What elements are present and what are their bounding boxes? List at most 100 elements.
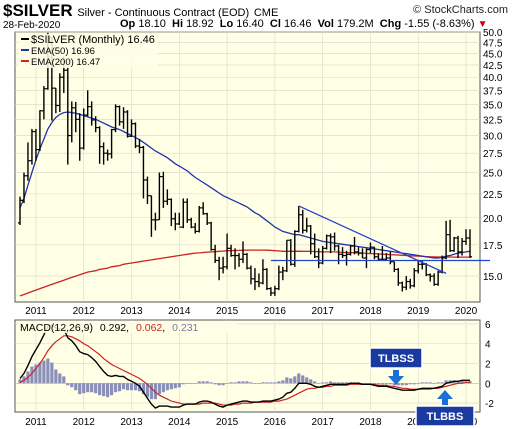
histogram-bar [58,373,62,384]
price-y-tick-label: 40.0 [483,73,503,84]
tlbbs-arrow-icon [437,390,453,405]
price-y-tick-label: 27.5 [483,149,503,160]
tlbss-label: TLBSS [378,353,414,365]
histogram-bar [360,383,365,384]
price-y-tick-label: 37.5 [483,86,503,97]
histogram-bar [237,381,241,384]
histogram-bar [293,376,297,384]
price-y-tick-label: 20.0 [483,214,503,225]
histogram-bar [161,383,165,393]
histogram-bar [141,383,146,395]
volume-value: 179.2M [336,18,374,30]
macd-line [19,324,470,409]
histogram-bar [233,382,237,384]
macd-x-tick-label: 2015 [216,417,239,428]
histogram-bar [249,382,253,384]
price-y-tick-label: 17.5 [483,241,503,252]
histogram-bar [177,383,181,388]
ema200-path [19,249,470,297]
histogram-bar [189,383,193,384]
symbol-title: $SILVER Silver - Continuous Contract (EO… [3,1,278,21]
histogram-bar [225,383,229,384]
histogram-bar [396,383,400,386]
histogram-bar [344,382,349,384]
histogram-bar [420,382,424,384]
histogram-bar [257,383,261,384]
histogram-bar [106,383,110,398]
price-y-tick-label: 30.0 [483,132,503,143]
price-x-tick-label: 2013 [120,306,143,317]
histogram-bar [66,383,70,386]
price-x-tick-label: 2016 [264,306,287,317]
macd-y-tick-label: 0 [485,379,491,390]
symbol: $SILVER [3,1,73,20]
histogram-bar [285,377,289,384]
macd-y-tick-label: -2 [485,399,494,410]
histogram-bar [325,382,329,384]
macd-label: MACD(12,26,9) [20,322,93,334]
trendline [298,205,447,274]
histogram-bar [329,381,333,384]
signal-path [19,335,471,406]
macd-y-tick-label: 2 [485,360,491,371]
histogram-bar [145,383,150,398]
histogram-bar [86,383,90,393]
histogram-bar [364,383,369,384]
price-x-tick-label: 2020 [455,306,478,317]
histogram-bar [113,383,118,393]
macd-x-tick-label: 2013 [120,417,143,428]
histogram-bar [336,382,341,384]
price-y-tick-label: 47.5 [483,38,503,49]
histogram-bar [197,381,201,384]
histogram-bar [376,383,380,385]
signal-value: 0.062 [136,322,162,334]
quote-line: Op 18.10 Hi 18.92 Lo 16.40 Cl 16.46 Vol … [120,18,488,30]
price-x-tick-label: 2017 [312,306,335,317]
price-y-tick-label: 35.0 [483,100,503,111]
histogram-bar [102,383,106,397]
price-y-tick-label: 22.5 [483,190,503,201]
histogram-bar [70,383,74,388]
legend-ema50: EMA(50) 16.96 [31,46,95,57]
histogram-bar [18,379,22,384]
histogram-bar [149,383,154,400]
histogram-bar [221,383,225,386]
histogram-bar [416,383,420,384]
histogram-bar [217,383,221,386]
histogram-bar [181,383,185,385]
histogram-bar [117,383,122,392]
macd-histogram [18,358,472,400]
quote-date: 28-Feb-2020 [3,20,61,31]
histogram-bar [368,383,373,384]
tlbbs-callout: TLBBS [415,390,475,427]
histogram-bar [90,383,94,393]
histogram-bar [456,381,460,384]
histogram-bar [78,383,82,395]
histogram-bar [313,381,317,384]
price-y-tick-label: 50.0 [483,28,503,39]
macd-x-tick-label: 2014 [168,417,191,428]
histogram-bar [193,383,197,384]
price-y-tick-label: 42.5 [483,61,503,72]
ohlc-bars [18,32,472,296]
histogram-bar [133,383,138,391]
histogram-bar [229,382,233,384]
histogram-bar [241,381,245,384]
price-y-tick-label: 25.0 [483,169,503,180]
histogram-bar [269,382,273,384]
histogram-bar [50,362,54,384]
price-y-tick-label: 15.0 [483,272,503,283]
histogram-bar [153,383,157,400]
histogram-bar [432,383,436,384]
histogram-bar [384,383,388,385]
histogram-bar [301,375,305,384]
histogram-bar [388,383,392,385]
histogram-bar [54,369,58,384]
low-value: 16.40 [236,18,264,30]
price-x-tick-label: 2011 [25,306,47,317]
histogram-bar [30,366,34,384]
down-triangle-icon: ▼ [477,19,488,30]
histogram-bar [340,382,345,384]
